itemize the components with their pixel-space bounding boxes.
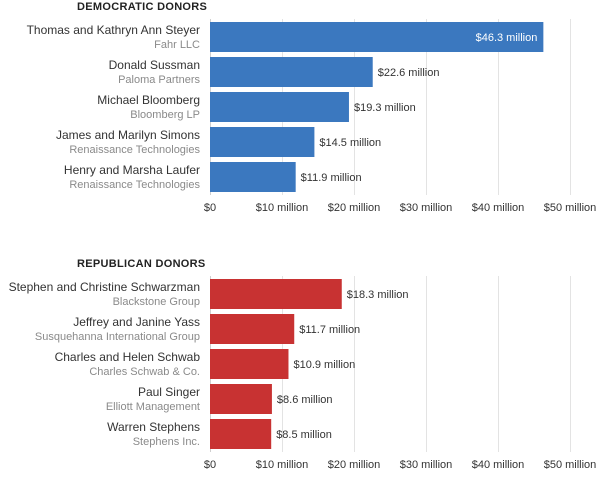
democratic-donor-name: Henry and Marsha Laufer [64,163,200,177]
republican-bar [210,279,342,309]
republican-x-tick-label: $30 million [400,459,453,471]
republican-donor-org: Blackstone Group [113,296,200,308]
democratic-donor-name: Michael Bloomberg [97,93,200,107]
republican-donors-chart: Stephen and Christine Schwarzman Blacksto… [9,276,597,471]
republican-donor-name: Stephen and Christine Schwarzman [9,280,200,294]
republican-value-label: $8.6 million [277,394,333,406]
democratic-value-label: $22.6 million [378,67,440,79]
republican-donor-name: Warren Stephens [107,420,200,434]
republican-bar [210,419,272,449]
democratic-value-label: $19.3 million [354,102,416,114]
republican-x-tick-label: $50 million [544,459,597,471]
democratic-bar [210,22,544,52]
democratic-x-tick-label: $20 million [328,202,381,214]
democratic-donor-org: Bloomberg LP [130,109,200,121]
democratic-bar [210,162,296,192]
republican-value-label: $18.3 million [347,289,409,301]
republican-bar [210,349,289,379]
republican-bar [210,314,295,344]
democratic-section-title: DEMOCRATIC DONORS [77,1,208,13]
democratic-donors-chart: Thomas and Kathryn Ann Steyer Fahr LLC $46… [27,19,597,214]
democratic-x-tick-label: $50 million [544,202,597,214]
democratic-value-label: $46.3 million [476,32,538,44]
democratic-x-tick-label: $40 million [472,202,525,214]
republican-donor-name: Paul Singer [138,385,200,399]
democratic-x-tick-label: $10 million [256,202,309,214]
democratic-donor-name: Donald Sussman [109,58,200,72]
republican-donor-org: Charles Schwab & Co. [89,366,200,378]
republican-x-tick-label: $10 million [256,459,309,471]
democratic-donor-org: Paloma Partners [118,74,200,86]
democratic-donor-name: Thomas and Kathryn Ann Steyer [27,23,200,37]
republican-donor-org: Susquehanna International Group [35,331,200,343]
republican-x-tick-label: $0 [204,459,216,471]
republican-donor-org: Stephens Inc. [133,436,200,448]
republican-donor-name: Jeffrey and Janine Yass [73,315,200,329]
republican-donor-org: Elliott Management [106,401,200,413]
democratic-bar [210,57,373,87]
republican-donor-name: Charles and Helen Schwab [55,350,201,364]
democratic-bar [210,127,315,157]
democratic-x-tick-label: $30 million [400,202,453,214]
republican-x-tick-label: $20 million [328,459,381,471]
democratic-donor-org: Renaissance Technologies [69,179,200,191]
democratic-donor-org: Fahr LLC [154,39,200,51]
republican-value-label: $10.9 million [293,359,355,371]
democratic-donor-name: James and Marilyn Simons [56,128,200,142]
republican-bar [210,384,272,414]
democratic-donor-org: Renaissance Technologies [69,144,200,156]
republican-x-tick-label: $40 million [472,459,525,471]
democratic-value-label: $14.5 million [319,137,381,149]
democratic-x-tick-label: $0 [204,202,216,214]
republican-value-label: $8.5 million [276,429,332,441]
republican-value-label: $11.7 million [299,324,360,336]
democratic-bar [210,92,349,122]
republican-section-title: REPUBLICAN DONORS [77,258,206,270]
democratic-value-label: $11.9 million [301,172,362,184]
